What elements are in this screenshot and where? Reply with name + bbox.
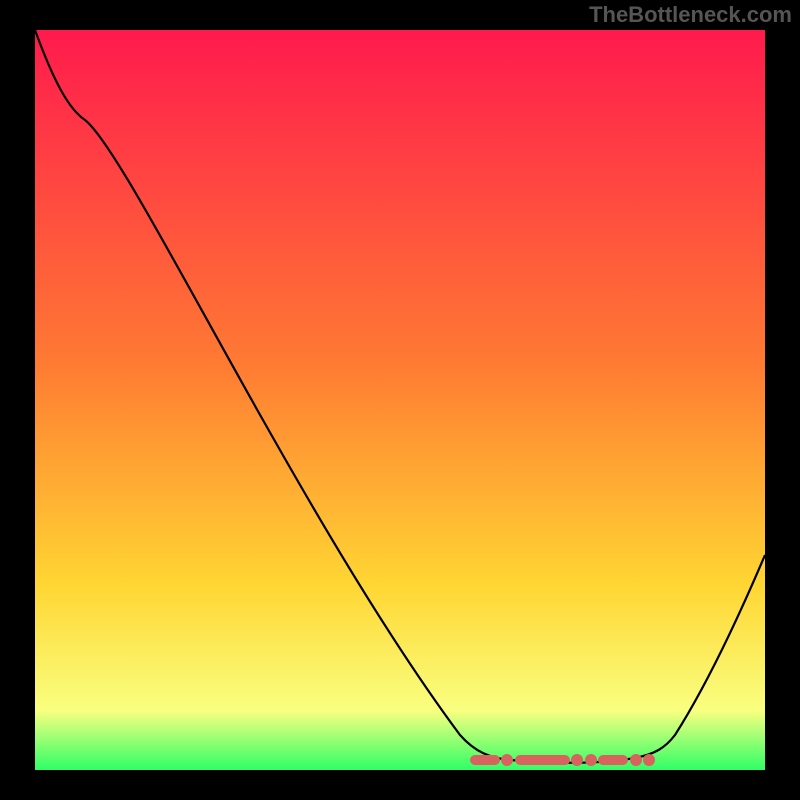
bottleneck-curve: [35, 30, 765, 763]
watermark-text: TheBottleneck.com: [589, 2, 792, 28]
marker-dot: [571, 754, 583, 766]
marker-segment: [470, 755, 500, 765]
valley-marker-band: [470, 754, 655, 766]
marker-segment: [515, 755, 570, 765]
marker-dot: [643, 754, 655, 766]
marker-segment: [598, 755, 628, 765]
curve-layer: [0, 0, 800, 800]
marker-dot: [501, 754, 513, 766]
chart-container: TheBottleneck.com: [0, 0, 800, 800]
marker-dot: [630, 754, 642, 766]
marker-dot: [585, 754, 597, 766]
